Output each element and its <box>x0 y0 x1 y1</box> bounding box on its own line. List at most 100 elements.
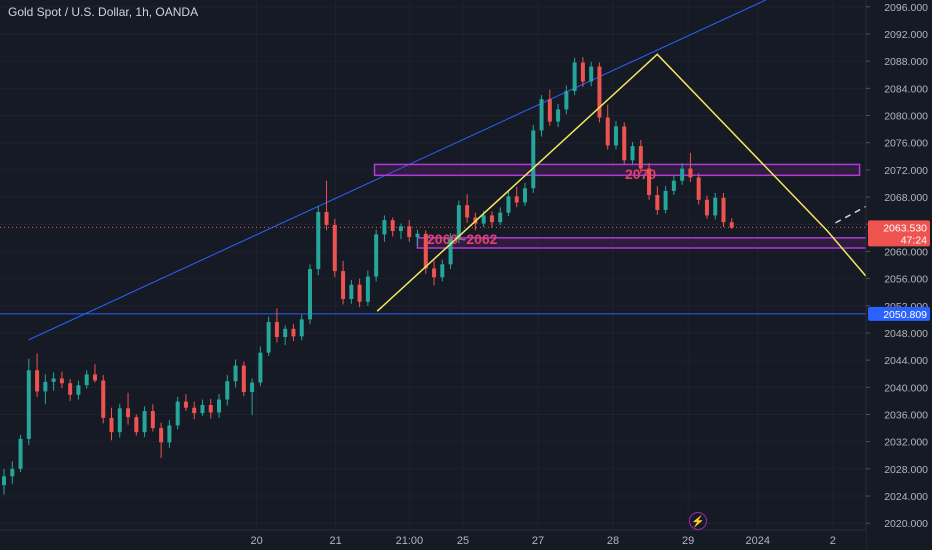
candle-body <box>407 226 412 238</box>
candle-body <box>704 199 709 216</box>
y-tick-label: 2060.000 <box>884 246 928 258</box>
candle-body <box>556 109 561 122</box>
candle-body <box>680 168 685 181</box>
candle-body <box>365 276 370 302</box>
current-price-label: 2063.530 <box>883 222 927 234</box>
y-tick-label: 2068.000 <box>884 192 928 204</box>
candle-body <box>572 62 577 92</box>
trendlines <box>0 0 866 341</box>
candle-body <box>266 322 271 353</box>
candle-body <box>126 408 131 418</box>
candle-body <box>456 205 461 240</box>
candle-body <box>341 271 346 299</box>
candle-body <box>134 417 139 433</box>
candle-body <box>208 404 213 413</box>
zone-label: 2060~2062 <box>427 231 498 247</box>
candle-body <box>729 222 734 228</box>
pattern-path <box>376 53 897 312</box>
candle-body <box>150 411 155 429</box>
y-tick-label: 2020.000 <box>884 518 928 530</box>
rising-trendline <box>28 0 767 341</box>
y-tick-label: 2024.000 <box>884 491 928 503</box>
candle-body <box>415 233 420 238</box>
x-tick-label: 27 <box>532 535 544 547</box>
x-axis[interactable]: 20 21 21:00 25 27 28 29 2024 2 <box>0 529 866 550</box>
candle-body <box>167 425 172 443</box>
candle-body <box>109 417 114 433</box>
candle-body <box>59 378 64 384</box>
candle-body <box>481 215 486 224</box>
x-tick-label: 29 <box>682 535 694 547</box>
y-axis[interactable]: 2096.000 2092.000 2088.000 2084.000 2080.000… <box>865 0 932 550</box>
x-tick-label: 28 <box>607 535 619 547</box>
candle-body <box>489 215 494 223</box>
candle-body <box>349 284 354 299</box>
candle-body <box>332 224 337 272</box>
y-tick-label: 2056.000 <box>884 274 928 286</box>
y-tick-label: 2080.000 <box>884 111 928 123</box>
candle-body <box>192 407 197 414</box>
lightning-icon[interactable]: ⚡ <box>689 512 707 530</box>
candle-body <box>688 168 693 178</box>
y-tick-label: 2096.000 <box>884 2 928 14</box>
candle-body <box>605 117 610 146</box>
x-tick-label: 21 <box>330 535 342 547</box>
candle-body <box>597 66 602 118</box>
candle-body <box>374 234 379 277</box>
candle-body <box>274 322 279 338</box>
candle-body <box>51 378 56 382</box>
candle-body <box>432 268 437 278</box>
x-tick-label: 21:00 <box>396 535 424 547</box>
candle-body <box>26 370 31 439</box>
candle-body <box>564 91 569 110</box>
candle-body <box>514 196 519 203</box>
candle-body <box>398 226 403 232</box>
candle-body <box>217 399 222 413</box>
x-tick-label: 2024 <box>746 535 770 547</box>
candle-body <box>498 212 503 223</box>
candle-body <box>613 126 618 146</box>
candle-body <box>713 197 718 216</box>
candle-body <box>35 370 40 392</box>
y-tick-label: 2092.000 <box>884 29 928 41</box>
zone-rect <box>373 163 861 177</box>
y-tick-label: 2036.000 <box>884 409 928 421</box>
candle-body <box>316 212 321 270</box>
y-tick-label: 2076.000 <box>884 138 928 150</box>
candle-body <box>117 408 122 433</box>
candle-body <box>647 168 652 196</box>
candles <box>2 57 734 495</box>
x-tick-label: 20 <box>250 535 262 547</box>
current-price-tag <box>868 220 930 247</box>
candle-body <box>142 411 147 433</box>
y-tick-label: 2044.000 <box>884 355 928 367</box>
y-tick-label: 2088.000 <box>884 56 928 68</box>
y-tick-label: 2072.000 <box>884 165 928 177</box>
candle-body <box>539 99 544 131</box>
candle-body <box>10 468 15 477</box>
candle-body <box>622 126 627 161</box>
candle-body <box>390 220 395 232</box>
candle-body <box>258 352 263 383</box>
candle-body <box>283 328 288 338</box>
candle-body <box>671 180 676 191</box>
candle-body <box>506 196 511 213</box>
candle-body <box>523 188 528 203</box>
candle-body <box>580 62 585 82</box>
x-tick-label: 25 <box>457 535 469 547</box>
candle-body <box>241 365 246 393</box>
candle-body <box>68 383 73 395</box>
candle-body <box>663 190 668 210</box>
candle-body <box>43 381 48 392</box>
candle-body <box>638 146 643 169</box>
candle-body <box>101 380 106 418</box>
candle-body <box>183 401 188 408</box>
chart-grid <box>0 0 866 530</box>
candle-body <box>357 284 362 302</box>
x-tick-label: 2 <box>830 535 836 547</box>
candle-body <box>84 374 89 386</box>
candle-body <box>630 146 635 161</box>
y-tick-label: 2084.000 <box>884 83 928 95</box>
